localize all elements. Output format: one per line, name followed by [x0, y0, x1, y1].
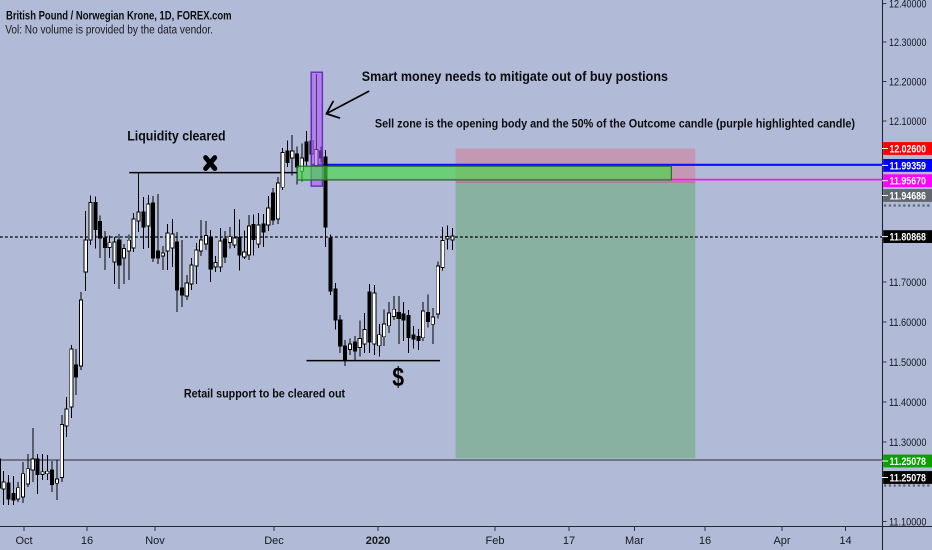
- svg-text:Nov: Nov: [145, 535, 165, 547]
- svg-text:16: 16: [81, 535, 93, 547]
- svg-text:Oct: Oct: [15, 535, 32, 547]
- svg-text:2020: 2020: [366, 535, 390, 547]
- svg-text:16: 16: [699, 535, 711, 547]
- svg-text:11.80868: 11.80868: [890, 232, 927, 244]
- svg-text:11.25078: 11.25078: [890, 473, 927, 485]
- svg-text:British Pound / Norwegian Kron: British Pound / Norwegian Krone, 1D, FOR…: [6, 9, 232, 23]
- svg-text:12.10000: 12.10000: [889, 116, 927, 128]
- svg-text:Vol: No volume is provided by: Vol: No volume is provided by the data v…: [5, 23, 213, 37]
- svg-text:11.50000: 11.50000: [889, 357, 927, 369]
- svg-text:17: 17: [563, 535, 575, 547]
- svg-text:11.10000: 11.10000: [889, 517, 927, 529]
- svg-text:11.94686: 11.94686: [890, 191, 927, 203]
- svg-text:12.02600: 12.02600: [890, 144, 927, 156]
- svg-text:11.30000: 11.30000: [889, 437, 927, 449]
- svg-text:11.40000: 11.40000: [889, 397, 927, 409]
- svg-text:$: $: [392, 363, 404, 393]
- svg-text:12.30000: 12.30000: [889, 37, 927, 49]
- svg-text:11.25078: 11.25078: [890, 456, 927, 468]
- svg-text:Apr: Apr: [773, 535, 790, 547]
- svg-text:11.70000: 11.70000: [889, 277, 927, 289]
- svg-text:11.60000: 11.60000: [889, 317, 927, 329]
- svg-text:Retail support to be cleared o: Retail support to be cleared out: [184, 386, 345, 400]
- svg-text:Smart money needs to mitigate: Smart money needs to mitigate out of buy…: [362, 69, 668, 84]
- svg-text:Dec: Dec: [264, 535, 284, 547]
- svg-text:Sell zone is the opening body: Sell zone is the opening body and the 50…: [375, 117, 855, 130]
- svg-text:14: 14: [839, 535, 851, 547]
- svg-text:12.40000: 12.40000: [889, 0, 927, 11]
- svg-text:Mar: Mar: [625, 535, 644, 547]
- svg-text:11.99359: 11.99359: [890, 160, 927, 172]
- svg-text:Feb: Feb: [486, 535, 505, 547]
- svg-text:11.95670: 11.95670: [890, 176, 927, 188]
- svg-text:Liquidity cleared: Liquidity cleared: [127, 129, 225, 144]
- svg-text:12.20000: 12.20000: [889, 77, 927, 89]
